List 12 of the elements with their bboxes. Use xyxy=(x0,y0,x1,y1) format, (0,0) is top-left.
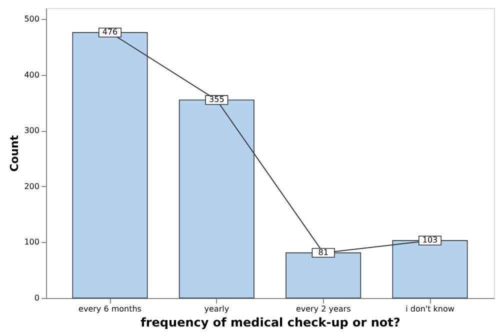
y-tick-label: 300 xyxy=(24,126,40,136)
x-tick-label: every 6 months xyxy=(78,304,142,314)
y-tick-label: 400 xyxy=(24,70,40,80)
y-tick-label: 500 xyxy=(24,14,40,24)
x-tick-label: i don't know xyxy=(406,304,455,314)
y-axis-title: Count xyxy=(8,135,22,172)
x-axis-title: frequency of medical check-up or not? xyxy=(140,316,400,330)
x-tick-label: every 2 years xyxy=(296,304,351,314)
y-tick-label: 200 xyxy=(24,182,40,191)
y-tick-label: 0 xyxy=(34,294,40,302)
y-tick-label: 100 xyxy=(24,238,40,247)
x-tick-label: yearly xyxy=(204,304,230,314)
